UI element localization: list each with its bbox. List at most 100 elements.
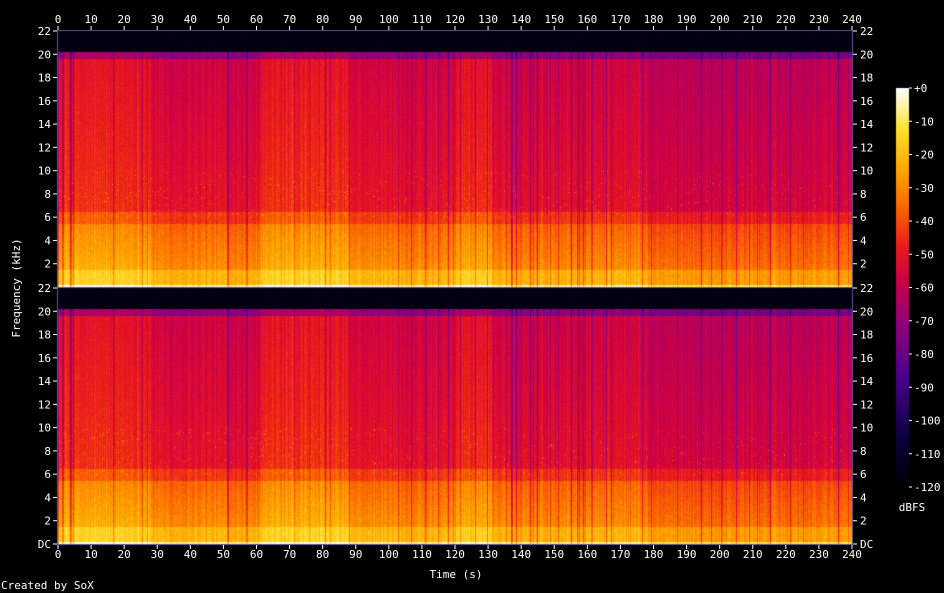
- y-tick-right-label: 10: [860, 165, 873, 178]
- x-tick-bottom-label: 110: [412, 548, 432, 561]
- y-tick-left-label: 2: [44, 515, 51, 528]
- y-tick-left-label: DC: [38, 538, 51, 551]
- x-tick-top-label: 0: [55, 13, 62, 26]
- x-tick-bottom-label: 80: [316, 548, 329, 561]
- x-tick-bottom-label: 180: [644, 548, 664, 561]
- x-tick-top-label: 180: [644, 13, 664, 26]
- y-tick-right-label: 12: [860, 398, 873, 411]
- y-tick-left-label: 8: [44, 188, 51, 201]
- y-tick-right-label: 10: [860, 422, 873, 435]
- y-tick-left-label: 2: [44, 258, 51, 271]
- x-tick-top-label: 100: [379, 13, 399, 26]
- x-tick-top-label: 150: [544, 13, 564, 26]
- y-tick-left-label: 6: [44, 468, 51, 481]
- colorbar-tick-label: -60: [914, 282, 934, 295]
- colorbar-tick-label: -50: [914, 248, 934, 261]
- x-tick-bottom-label: 90: [349, 548, 362, 561]
- x-tick-bottom-label: 70: [283, 548, 296, 561]
- x-tick-bottom-label: 0: [55, 548, 62, 561]
- colorbar-tick-label: -80: [914, 348, 934, 361]
- y-axis-label: Frequency (kHz): [10, 238, 23, 337]
- y-tick-right-label: 4: [860, 234, 867, 247]
- y-tick-left-label: 14: [38, 118, 52, 131]
- x-axis-label: Time (s): [430, 568, 483, 581]
- x-tick-bottom-label: 60: [250, 548, 263, 561]
- x-tick-top-label: 240: [842, 13, 862, 26]
- x-tick-bottom-label: 150: [544, 548, 564, 561]
- colorbar-tick-label: -40: [914, 215, 934, 228]
- y-tick-right-label: 22: [860, 282, 873, 295]
- x-tick-top-label: 70: [283, 13, 296, 26]
- x-tick-top-label: 10: [84, 13, 97, 26]
- y-tick-right-label: 14: [860, 118, 874, 131]
- x-tick-bottom-label: 20: [118, 548, 131, 561]
- x-tick-top-label: 230: [809, 13, 829, 26]
- colorbar-label: dBFS: [899, 501, 926, 514]
- x-tick-top-label: 190: [677, 13, 697, 26]
- y-tick-right-label: 18: [860, 72, 873, 85]
- y-tick-left-label: 18: [38, 329, 51, 342]
- x-tick-bottom-label: 140: [511, 548, 531, 561]
- y-tick-left-label: 12: [38, 398, 51, 411]
- y-tick-right-label: 16: [860, 352, 873, 365]
- y-tick-left-label: 22: [38, 282, 51, 295]
- footer-credit: Created by SoX: [1, 579, 94, 592]
- y-tick-left-label: 4: [44, 234, 51, 247]
- x-tick-top-label: 140: [511, 13, 531, 26]
- x-ticks-top: 0 10 20 30 40 50 60 70 80 90 100 110 120 130 140 150 160…: [55, 13, 862, 30]
- y-tick-left-label: 10: [38, 165, 51, 178]
- colorbar-tick-label: -110: [914, 448, 941, 461]
- y-tick-right-label: 2: [860, 258, 867, 271]
- x-ticks-bottom: 0 10 20 30 40 50 60 70 80 90 100 110 120 130 140 150 160…: [55, 545, 862, 561]
- y-tick-right-label: 8: [860, 188, 867, 201]
- y-tick-left-label: 8: [44, 445, 51, 458]
- x-tick-top-label: 60: [250, 13, 263, 26]
- x-tick-top-label: 90: [349, 13, 362, 26]
- y-tick-right-label: 22: [860, 25, 873, 38]
- colorbar-tick-label: -20: [914, 149, 934, 162]
- y-tick-left-label: 6: [44, 211, 51, 224]
- x-tick-top-label: 200: [710, 13, 730, 26]
- x-tick-top-label: 130: [478, 13, 498, 26]
- x-tick-bottom-label: 200: [710, 548, 730, 561]
- x-tick-bottom-label: 220: [776, 548, 796, 561]
- x-tick-top-label: 40: [184, 13, 197, 26]
- y-tick-right-label: 6: [860, 211, 867, 224]
- y-ticks-channel-2-right: 22 20 18 16 14 12 10 8 6 4 2 DC: [853, 282, 874, 551]
- x-tick-bottom-label: 50: [217, 548, 230, 561]
- colorbar-ticks: +0 -10 -20 -30 -40 -50 -60 -70 -80 -90 -100 -110 -12…: [909, 82, 941, 494]
- x-tick-bottom-label: 30: [151, 548, 164, 561]
- x-tick-bottom-label: 240: [842, 548, 862, 561]
- y-tick-right-label: 2: [860, 515, 867, 528]
- x-tick-bottom-label: 10: [84, 548, 97, 561]
- colorbar-tick-label: -100: [914, 415, 941, 428]
- y-ticks-channel-1-right: 22 20 18 16 14 12 10 8 6 4 2: [853, 25, 874, 271]
- y-tick-left-label: 14: [38, 375, 52, 388]
- y-tick-left-label: 20: [38, 48, 51, 61]
- x-tick-bottom-label: 160: [577, 548, 597, 561]
- colorbar-tick-label: -90: [914, 381, 934, 394]
- x-tick-top-label: 210: [743, 13, 763, 26]
- y-tick-right-label: 18: [860, 329, 873, 342]
- x-tick-bottom-label: 170: [610, 548, 630, 561]
- x-tick-top-label: 160: [577, 13, 597, 26]
- x-tick-bottom-label: 40: [184, 548, 197, 561]
- y-tick-left-label: 4: [44, 491, 51, 504]
- y-tick-left-label: 16: [38, 352, 51, 365]
- x-tick-bottom-label: 120: [445, 548, 465, 561]
- y-tick-right-label: 14: [860, 375, 874, 388]
- y-tick-left-label: 10: [38, 422, 51, 435]
- x-tick-top-label: 30: [151, 13, 164, 26]
- y-ticks-channel-2-left: 22 20 18 16 14 12 10 8 6 4 2 DC: [38, 282, 57, 551]
- y-tick-left-label: 16: [38, 95, 51, 108]
- y-tick-right-label: 12: [860, 141, 873, 154]
- colorbar-tick-label: -120: [914, 481, 941, 494]
- x-tick-top-label: 170: [610, 13, 630, 26]
- x-tick-top-label: 20: [118, 13, 131, 26]
- y-tick-right-label: 20: [860, 305, 873, 318]
- y-tick-right-label: 20: [860, 48, 873, 61]
- y-tick-right-label: DC: [860, 538, 873, 551]
- x-tick-top-label: 80: [316, 13, 329, 26]
- x-tick-bottom-label: 230: [809, 548, 829, 561]
